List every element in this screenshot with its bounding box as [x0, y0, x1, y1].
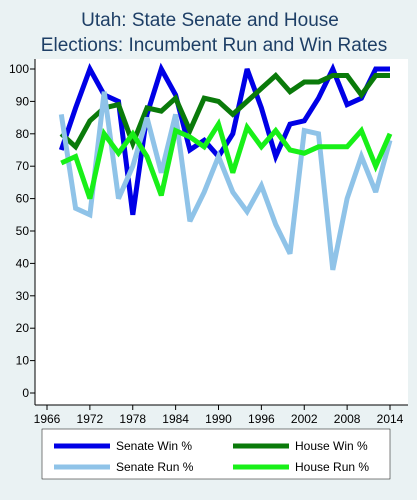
y-tick-label: 40: [16, 256, 30, 270]
series-line-house-win: [59, 71, 390, 151]
x-tick-label: 1984: [162, 412, 189, 426]
x-tick-label: 1972: [77, 412, 104, 426]
chart-title-line-2: Elections: Incumbent Run and Win Rates: [41, 35, 387, 56]
x-tick-label: 1990: [205, 412, 232, 426]
y-tick-label: 50: [16, 224, 30, 238]
legend-label-senate-run: Senate Run %: [116, 460, 194, 474]
x-axis: 1966 1972 1978 1984 1990 1996 2002 2008 2014: [34, 404, 408, 426]
legend-label-house-run: House Run %: [295, 460, 369, 474]
y-tick-label: 20: [16, 321, 30, 335]
y-tick-label: 30: [16, 289, 30, 303]
y-tick-label: 70: [16, 159, 30, 173]
x-tick-label: 1996: [248, 412, 275, 426]
legend-label-house-win: House Win %: [295, 439, 368, 453]
x-tick-label: 2008: [334, 412, 361, 426]
x-tick-label: 1978: [119, 412, 146, 426]
x-tick-label: 2014: [377, 412, 404, 426]
y-tick-label: 100: [9, 62, 29, 76]
y-tick-label: 90: [16, 94, 30, 108]
series-layer: [58, 62, 393, 271]
series-line-senate-run: [58, 91, 393, 271]
chart-title-line-1: Utah: State Senate and House: [81, 10, 339, 31]
series-line-house-run: [60, 118, 393, 200]
y-tick-label: 0: [22, 386, 29, 400]
y-axis: 0 10 20 30 40 50 60 70 80 90 100: [9, 59, 36, 405]
legend-label-senate-win: Senate Win %: [116, 439, 192, 453]
y-tick-label: 60: [16, 192, 30, 206]
legend: Senate Win % House Win % Senate Run % House…: [54, 439, 369, 474]
y-tick-label: 10: [16, 354, 30, 368]
x-tick-label: 1966: [34, 412, 61, 426]
x-tick-label: 2002: [291, 412, 318, 426]
legend-box: [41, 428, 391, 480]
y-tick-label: 80: [16, 127, 30, 141]
plot-area: [35, 59, 408, 405]
